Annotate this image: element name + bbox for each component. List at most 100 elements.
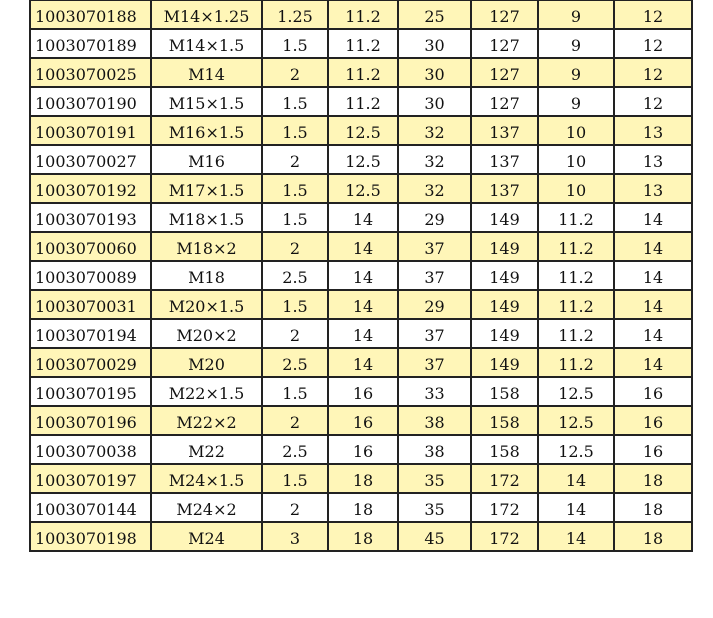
table-cell: 14 — [613, 289, 693, 320]
table-cell: 33 — [397, 376, 472, 407]
table-cell: 1003070192 — [29, 173, 152, 204]
table-cell: 2 — [261, 492, 329, 523]
table-row: 1003070190 M15×1.5 1.5 11.2 30 127 9 12 — [29, 86, 693, 117]
table-cell: 14 — [613, 318, 693, 349]
table-cell: 149 — [470, 318, 539, 349]
table-cell: 16 — [327, 376, 399, 407]
table-cell: 1.5 — [261, 202, 329, 233]
table-cell: 37 — [397, 260, 472, 291]
table-cell: 29 — [397, 289, 472, 320]
table-cell: 1003070031 — [29, 289, 152, 320]
table-cell: 1003070038 — [29, 434, 152, 465]
table-cell: 12.5 — [537, 376, 615, 407]
table-cell: M22×1.5 — [150, 376, 263, 407]
table-cell: 149 — [470, 202, 539, 233]
table-cell: 1.25 — [261, 0, 329, 30]
table-cell: M15×1.5 — [150, 86, 263, 117]
table-cell: 149 — [470, 260, 539, 291]
table-cell: 14 — [613, 347, 693, 378]
table-cell: 14 — [613, 231, 693, 262]
table-cell: 2 — [261, 57, 329, 88]
table-cell: 45 — [397, 521, 472, 552]
table-cell: 12.5 — [327, 173, 399, 204]
table-cell: 38 — [397, 405, 472, 436]
table-cell: 158 — [470, 376, 539, 407]
table-cell: 35 — [397, 492, 472, 523]
table-cell: 172 — [470, 463, 539, 494]
table-cell: 172 — [470, 492, 539, 523]
table-cell: 1003070194 — [29, 318, 152, 349]
table-cell: 18 — [327, 521, 399, 552]
table-cell: 149 — [470, 289, 539, 320]
table-cell: 12 — [613, 28, 693, 59]
table-cell: 18 — [613, 492, 693, 523]
table-row: 1003070025 M14 2 11.2 30 127 9 12 — [29, 57, 693, 88]
table-cell: 12 — [613, 57, 693, 88]
table-cell: 1003070190 — [29, 86, 152, 117]
table-cell: M20 — [150, 347, 263, 378]
table-cell: 30 — [397, 86, 472, 117]
table-cell: 12.5 — [537, 434, 615, 465]
table-cell: 1003070144 — [29, 492, 152, 523]
table-cell: M17×1.5 — [150, 173, 263, 204]
table-cell: 9 — [537, 86, 615, 117]
table-cell: 11.2 — [537, 347, 615, 378]
table-row: 1003070060 M18×2 2 14 37 149 11.2 14 — [29, 231, 693, 262]
table-cell: 16 — [613, 376, 693, 407]
table-cell: 2 — [261, 318, 329, 349]
table-cell: 14 — [327, 347, 399, 378]
spec-table: 1003070188 M14×1.25 1.25 11.2 25 127 9 12 100307… — [29, 0, 693, 552]
table-cell: 3 — [261, 521, 329, 552]
table-cell: 1003070195 — [29, 376, 152, 407]
table-cell: 127 — [470, 86, 539, 117]
table-cell: 32 — [397, 173, 472, 204]
table-cell: 1003070089 — [29, 260, 152, 291]
table-cell: 35 — [397, 463, 472, 494]
table-cell: M22×2 — [150, 405, 263, 436]
table-cell: 149 — [470, 347, 539, 378]
table-cell: 12 — [613, 0, 693, 30]
table-cell: 18 — [327, 492, 399, 523]
table-cell: 14 — [327, 318, 399, 349]
table-cell: 1003070196 — [29, 405, 152, 436]
table-row: 1003070144 M24×2 2 18 35 172 14 18 — [29, 492, 693, 523]
table-row: 1003070027 M16 2 12.5 32 137 10 13 — [29, 144, 693, 175]
table-cell: 1003070060 — [29, 231, 152, 262]
table-cell: 32 — [397, 115, 472, 146]
table-cell: 18 — [613, 463, 693, 494]
table-row: 1003070188 M14×1.25 1.25 11.2 25 127 9 12 — [29, 0, 693, 30]
table-cell: 9 — [537, 28, 615, 59]
table-cell: 1003070193 — [29, 202, 152, 233]
table-row: 1003070038 M22 2.5 16 38 158 12.5 16 — [29, 434, 693, 465]
table-cell: 9 — [537, 57, 615, 88]
table-cell: 1.5 — [261, 28, 329, 59]
table-cell: 16 — [327, 434, 399, 465]
table-cell: 30 — [397, 28, 472, 59]
table-cell: 137 — [470, 115, 539, 146]
table-row: 1003070196 M22×2 2 16 38 158 12.5 16 — [29, 405, 693, 436]
table-cell: 12.5 — [537, 405, 615, 436]
table-cell: 2 — [261, 405, 329, 436]
table-cell: 127 — [470, 57, 539, 88]
table-cell: 9 — [537, 0, 615, 30]
table-row: 1003070197 M24×1.5 1.5 18 35 172 14 18 — [29, 463, 693, 494]
table-cell: 127 — [470, 28, 539, 59]
table-cell: 10 — [537, 144, 615, 175]
table-cell: 14 — [327, 260, 399, 291]
table-cell: 16 — [613, 434, 693, 465]
table-cell: 14 — [537, 521, 615, 552]
table-cell: 14 — [327, 289, 399, 320]
table-cell: 11.2 — [327, 0, 399, 30]
table-cell: M20×2 — [150, 318, 263, 349]
table-cell: 37 — [397, 231, 472, 262]
table-cell: 2 — [261, 231, 329, 262]
table-row: 1003070198 M24 3 18 45 172 14 18 — [29, 521, 693, 552]
table-cell: 25 — [397, 0, 472, 30]
table-cell: 1.5 — [261, 173, 329, 204]
table-cell: 11.2 — [537, 202, 615, 233]
table-cell: 1.5 — [261, 115, 329, 146]
table-cell: 18 — [613, 521, 693, 552]
table-cell: 16 — [327, 405, 399, 436]
table-cell: 11.2 — [537, 231, 615, 262]
table-cell: M24×1.5 — [150, 463, 263, 494]
